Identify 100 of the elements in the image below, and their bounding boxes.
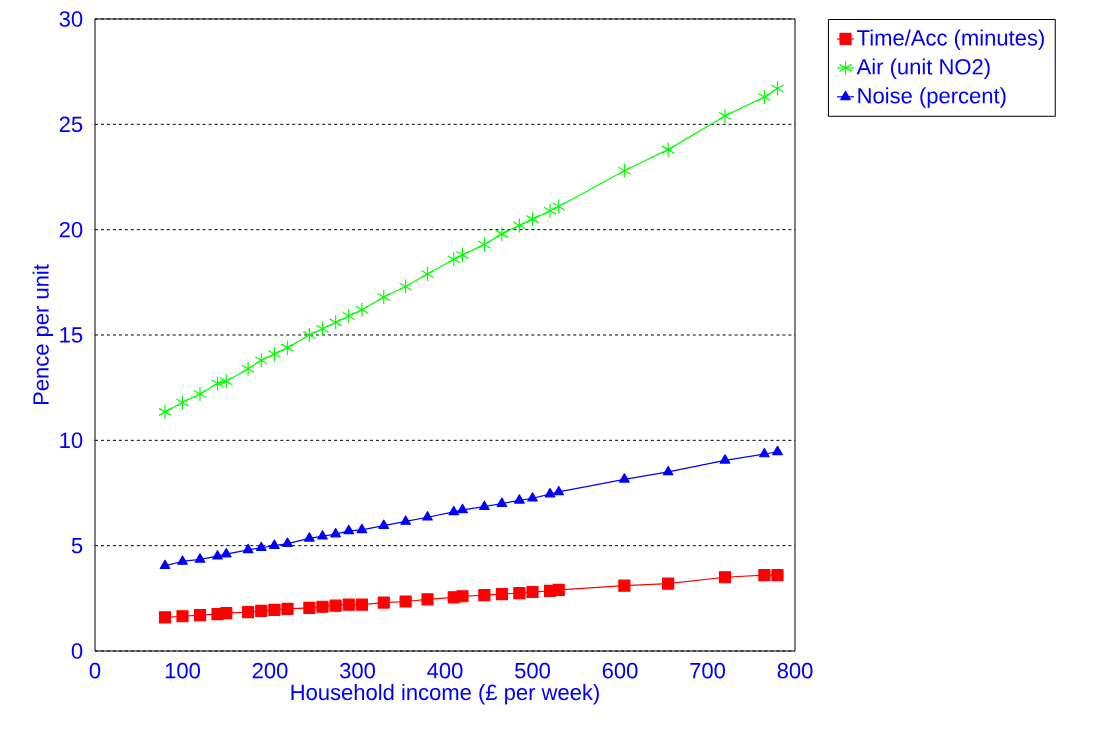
- point: [158, 611, 172, 624]
- point: [241, 361, 255, 377]
- legend-label: Noise (percent): [858, 87, 1006, 108]
- point: [303, 601, 316, 614]
- y-tick-label: 25: [59, 116, 83, 133]
- point: [242, 605, 255, 619]
- point: [527, 492, 538, 502]
- point: [455, 247, 470, 263]
- point: [219, 373, 233, 389]
- point: [448, 505, 460, 516]
- point: [255, 604, 268, 618]
- point: [513, 586, 526, 600]
- point: [477, 236, 492, 253]
- point: [662, 577, 675, 590]
- point: [544, 487, 556, 498]
- point: [342, 308, 356, 324]
- point: [422, 511, 433, 521]
- point: [268, 603, 281, 617]
- point: [718, 108, 732, 124]
- point: [662, 465, 674, 476]
- point: [420, 266, 435, 282]
- point: [212, 550, 223, 560]
- point: [377, 596, 390, 609]
- point: [718, 571, 732, 584]
- y-tick-label: 20: [59, 221, 83, 238]
- x-tick-label: 300: [339, 662, 375, 679]
- x-tick-label: 200: [252, 662, 288, 679]
- point: [457, 503, 468, 514]
- point: [512, 217, 527, 234]
- point: [220, 606, 233, 620]
- point: [304, 532, 315, 542]
- point: [220, 547, 232, 558]
- point: [514, 494, 525, 504]
- point: [759, 447, 770, 458]
- point: [255, 541, 267, 552]
- point: [543, 203, 557, 219]
- x-tick-label: 400: [427, 662, 463, 679]
- point: [552, 583, 565, 597]
- point: [771, 569, 784, 582]
- point: [719, 454, 731, 464]
- y-tick-label: 10: [60, 432, 83, 449]
- point: [479, 500, 490, 511]
- point: [496, 497, 508, 507]
- point: [342, 598, 355, 611]
- point: [552, 198, 566, 215]
- point: [456, 590, 469, 603]
- legend-label: Time/Acc (minutes): [857, 29, 1044, 50]
- point: [328, 314, 343, 330]
- point: [757, 89, 772, 105]
- y-tick-label: 15: [60, 327, 83, 343]
- point: [269, 539, 280, 550]
- y-tick-label: 0: [71, 643, 83, 659]
- point: [478, 589, 491, 602]
- point: [495, 226, 509, 242]
- point: [421, 593, 434, 606]
- point: [302, 327, 317, 343]
- point: [254, 352, 268, 368]
- point: [282, 537, 293, 547]
- y-tick-label: 30: [59, 11, 83, 27]
- point: [772, 445, 783, 456]
- point: [355, 598, 368, 611]
- point: [242, 543, 254, 554]
- point: [315, 321, 330, 337]
- point: [317, 530, 328, 540]
- point: [770, 80, 785, 97]
- point: [193, 386, 207, 402]
- x-tick-label: 100: [165, 662, 200, 679]
- point: [525, 211, 540, 227]
- point: [280, 340, 295, 356]
- point: [356, 523, 368, 534]
- point: [617, 163, 632, 179]
- point: [447, 251, 461, 267]
- x-tick-label: 600: [602, 662, 638, 679]
- point: [343, 524, 355, 535]
- point: [329, 599, 342, 612]
- point: [398, 278, 413, 295]
- point: [400, 515, 411, 525]
- legend-label: Air (unit NO2): [856, 58, 990, 79]
- point: [281, 602, 294, 615]
- point: [526, 585, 539, 599]
- point: [378, 519, 390, 529]
- x-tick-label: 0: [89, 662, 101, 679]
- point: [661, 142, 675, 158]
- point: [176, 610, 189, 623]
- point: [330, 527, 341, 538]
- point: [377, 289, 391, 305]
- x-tick-label: 500: [515, 662, 550, 679]
- x-tick-label: 700: [690, 662, 725, 679]
- point: [316, 600, 329, 613]
- point: [758, 569, 771, 582]
- x-axis-title: Household income (£ per week): [291, 683, 599, 705]
- point: [495, 588, 508, 601]
- point: [159, 559, 171, 570]
- y-axis-title: Pence per unit: [32, 264, 54, 405]
- point: [553, 485, 565, 496]
- point: [175, 394, 190, 411]
- point: [618, 579, 631, 592]
- point: [399, 595, 412, 608]
- point: [210, 375, 225, 392]
- point: [158, 404, 172, 420]
